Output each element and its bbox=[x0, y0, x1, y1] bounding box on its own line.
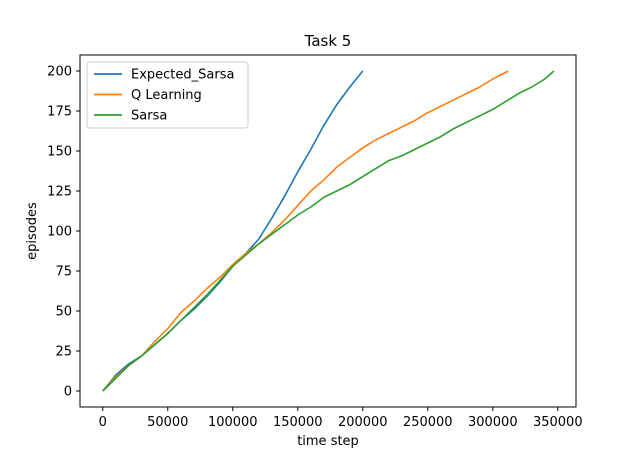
legend-label: Q Learning bbox=[131, 88, 202, 103]
chart-title: Task 5 bbox=[304, 32, 352, 50]
x-tick-label: 250000 bbox=[403, 415, 453, 430]
x-tick-label: 50000 bbox=[147, 415, 188, 430]
y-axis: 0 25 50 75 100 125 150 175 200 bbox=[47, 65, 80, 400]
x-tick-label: 0 bbox=[99, 415, 107, 430]
y-tick-label: 125 bbox=[47, 185, 72, 200]
series-line-sarsa bbox=[102, 70, 555, 392]
legend-label: Sarsa bbox=[131, 109, 167, 124]
x-tick-label: 200000 bbox=[338, 415, 388, 430]
y-tick-label: 175 bbox=[47, 105, 72, 120]
x-axis-label: time step bbox=[297, 434, 359, 449]
y-tick-label: 25 bbox=[55, 345, 72, 360]
y-tick-label: 50 bbox=[55, 305, 72, 320]
plot-lines bbox=[102, 70, 555, 392]
y-tick-label: 100 bbox=[47, 225, 72, 240]
y-axis-label: episodes bbox=[25, 202, 40, 260]
legend-box bbox=[86, 61, 249, 129]
x-tick-label: 350000 bbox=[533, 415, 583, 430]
y-tick-label: 75 bbox=[55, 265, 72, 280]
x-tick-label: 150000 bbox=[273, 415, 323, 430]
x-axis: 0 50000 100000 150000 200000 250000 300000 3500… bbox=[99, 407, 583, 430]
y-tick-label: 200 bbox=[47, 65, 72, 80]
series-line-q-learning bbox=[102, 70, 509, 392]
legend: Expected_Sarsa Q Learning Sarsa bbox=[86, 61, 249, 129]
legend-label: Expected_Sarsa bbox=[131, 68, 234, 83]
y-tick-label: 150 bbox=[47, 145, 72, 160]
x-tick-label: 100000 bbox=[208, 415, 258, 430]
x-tick-label: 300000 bbox=[468, 415, 518, 430]
y-tick-label: 0 bbox=[64, 385, 72, 400]
